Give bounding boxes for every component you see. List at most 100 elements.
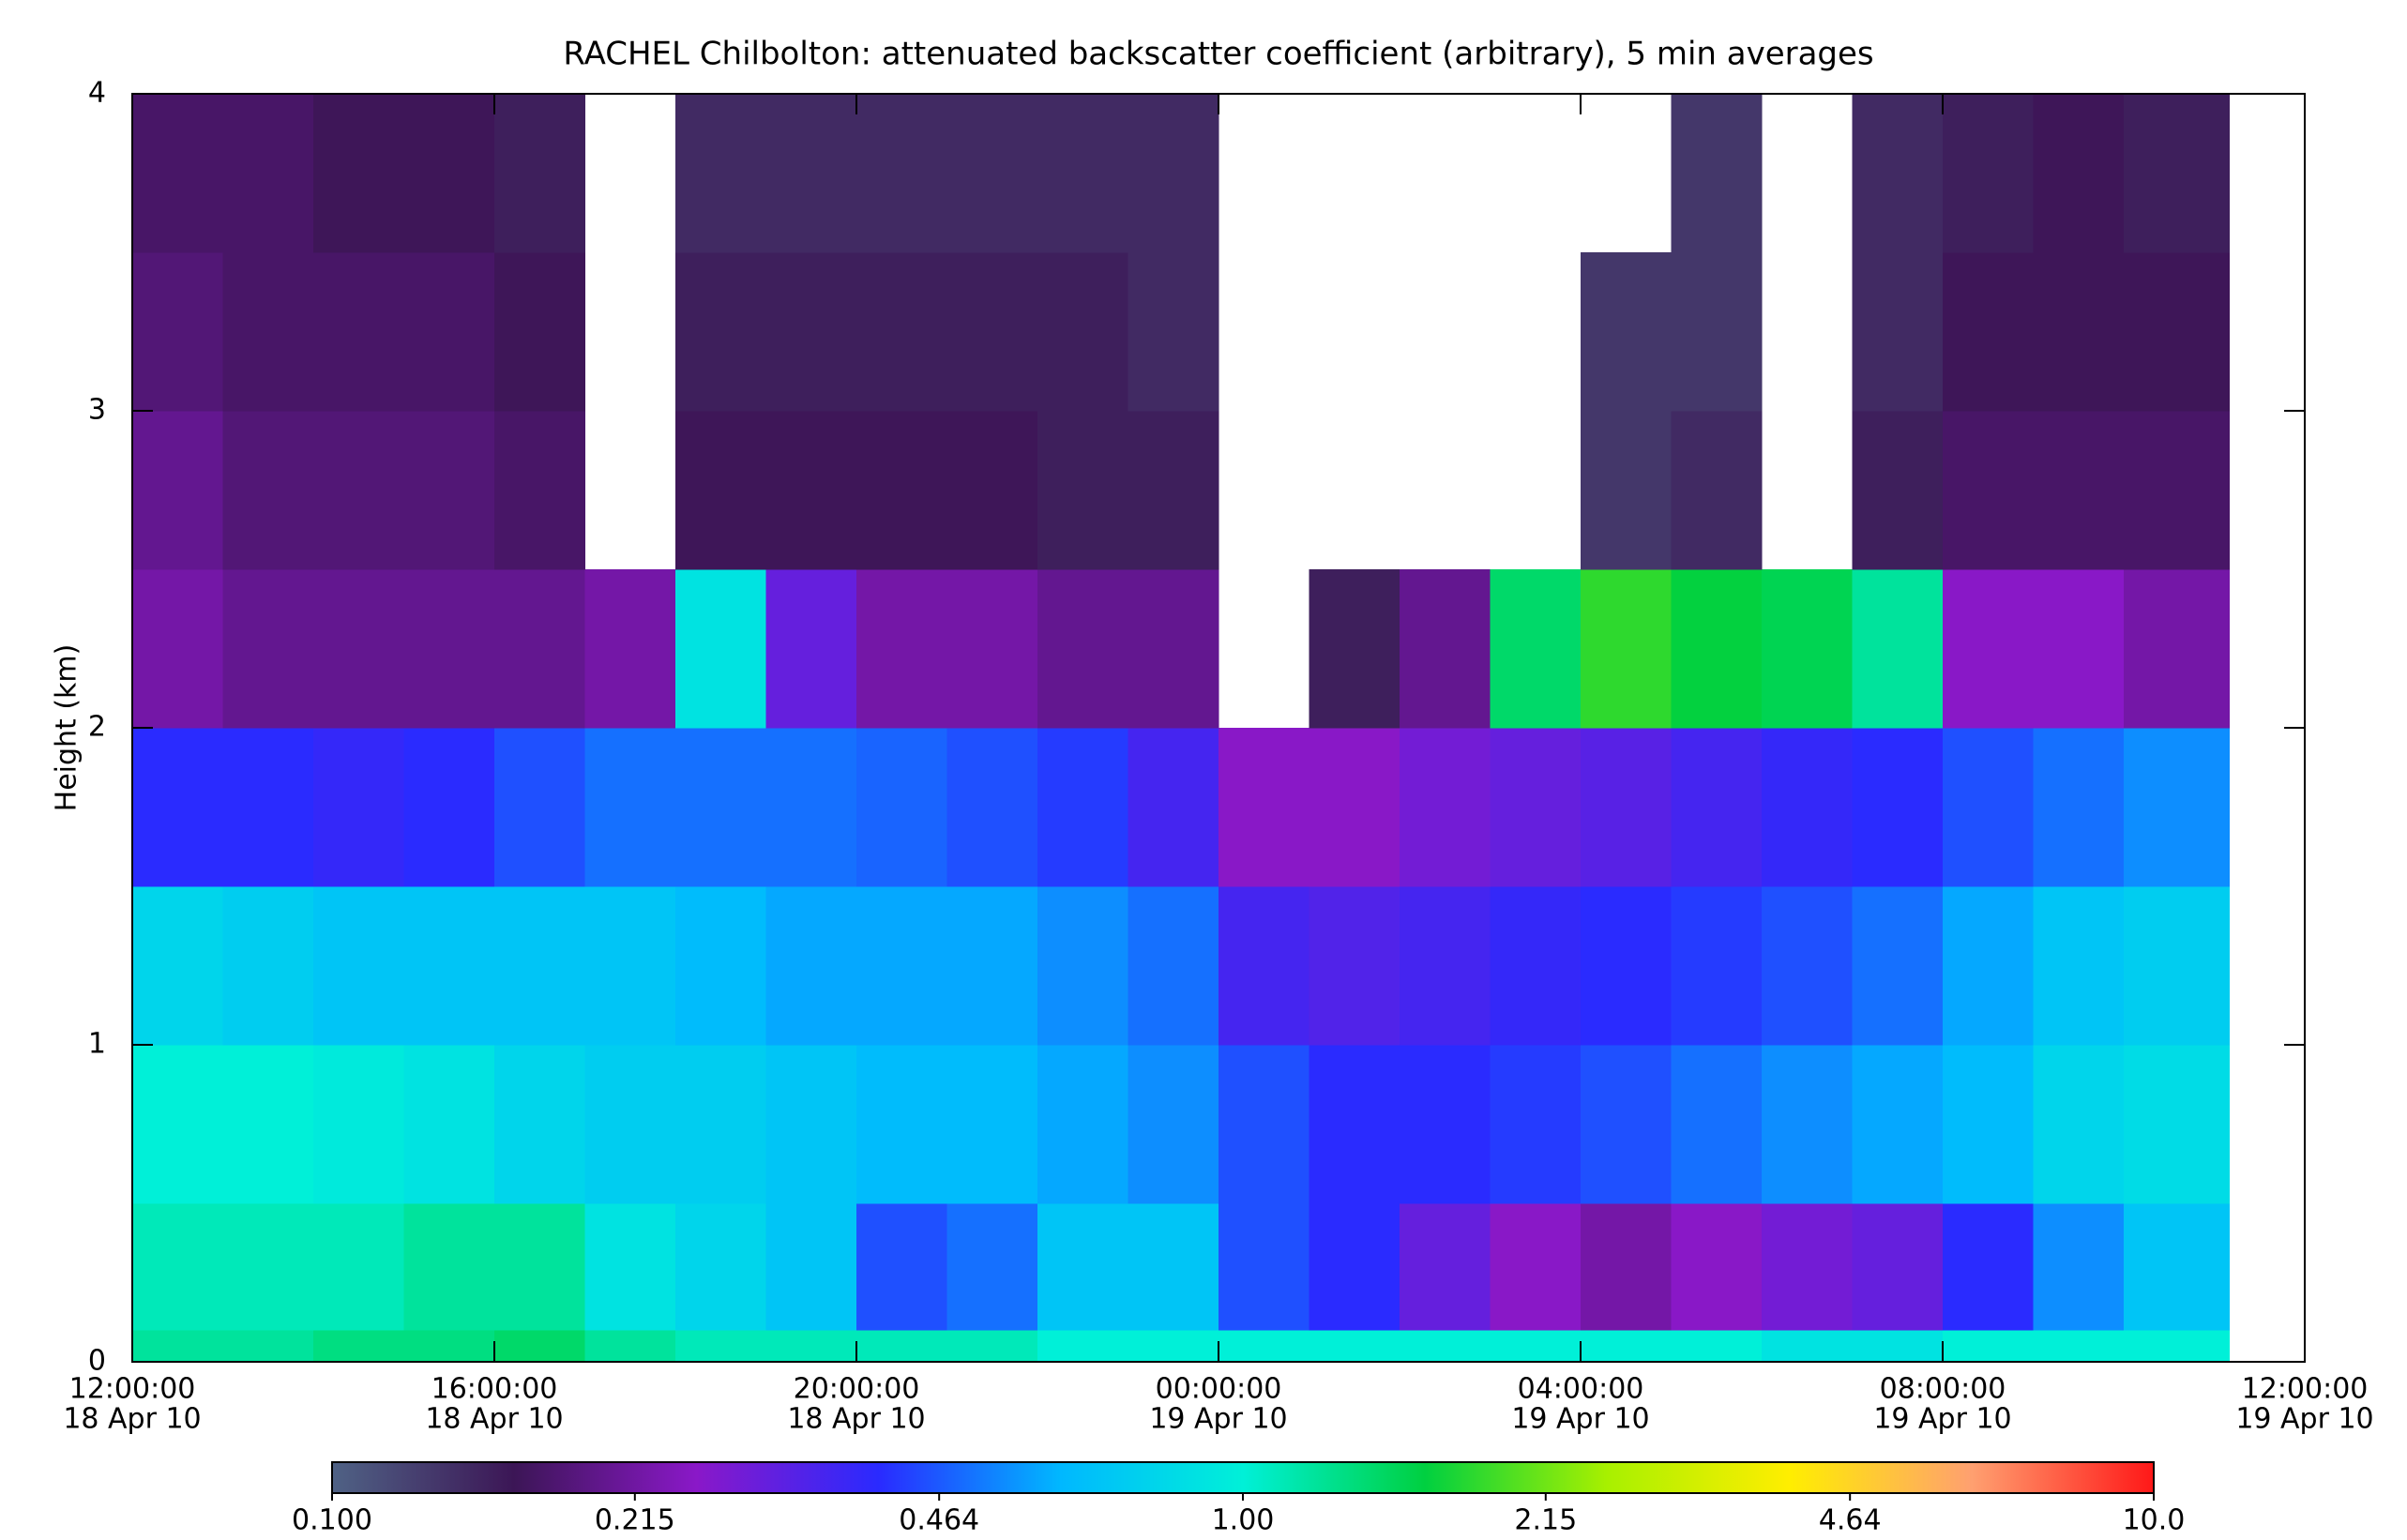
heatmap-cell	[2033, 886, 2125, 1046]
heatmap-cell	[313, 252, 404, 412]
heatmap-cell	[1309, 1330, 1400, 1363]
heatmap-cell	[1309, 728, 1400, 887]
heatmap-cell	[1852, 1330, 1944, 1363]
heatmap-cell	[1037, 1045, 1128, 1204]
heatmap-cell	[1037, 569, 1128, 729]
heatmap-cell	[222, 1203, 314, 1331]
heatmap-cell	[1581, 1203, 1672, 1331]
heatmap-cell	[2124, 728, 2231, 887]
heatmap-cell	[1490, 569, 1582, 729]
heatmap-cell	[494, 1203, 585, 1331]
heatmap-cell	[675, 1045, 766, 1204]
heatmap-cell	[222, 569, 314, 729]
heatmap-cell	[765, 728, 857, 887]
heatmap-cell	[1852, 886, 1944, 1046]
heatmap-cell	[946, 886, 1038, 1046]
x-tick-label: 19 Apr 10	[1149, 1403, 1287, 1436]
heatmap-cell	[222, 252, 314, 412]
heatmap-cell	[2033, 1330, 2125, 1363]
heatmap-cell	[1037, 252, 1128, 412]
heatmap-cell	[2124, 1330, 2231, 1363]
heatmap-cell	[494, 1330, 585, 1363]
heatmap-cell	[1852, 569, 1944, 729]
heatmap-cell	[856, 728, 947, 887]
heatmap-cell	[946, 252, 1038, 412]
heatmap-cell	[1309, 1203, 1400, 1331]
x-tick-label: 08:00:00	[1880, 1373, 2006, 1406]
heatmap-cell	[132, 94, 223, 253]
y-tick-label: 1	[88, 1028, 106, 1061]
heatmap-cell	[1219, 1045, 1309, 1204]
heatmap-cell	[675, 886, 766, 1046]
heatmap-cell	[1309, 886, 1400, 1046]
heatmap-cell	[494, 411, 585, 570]
heatmap-cell	[1128, 1330, 1219, 1363]
heatmap-cell	[1852, 728, 1944, 887]
heatmap-cell	[675, 411, 766, 570]
heatmap-cell	[494, 728, 585, 887]
heatmap-cell	[1671, 1330, 1763, 1363]
x-tick-label: 12:00:00	[69, 1373, 196, 1406]
heatmap-cell	[1128, 252, 1219, 412]
heatmap-cell	[1490, 1203, 1582, 1331]
heatmap-cell	[946, 728, 1038, 887]
heatmap-cell	[313, 1203, 404, 1331]
heatmap-cell	[1581, 411, 1672, 570]
heatmap-cell	[313, 1330, 404, 1363]
heatmap-cell	[856, 411, 947, 570]
heatmap-cell	[584, 1045, 676, 1204]
chart-title: RACHEL Chilbolton: attenuated backscatte…	[563, 36, 1873, 73]
heatmap-cell	[1581, 252, 1672, 412]
heatmap-cell	[313, 728, 404, 887]
colorbar-tick-label: 4.64	[1819, 1504, 1882, 1537]
heatmap-cell	[1762, 728, 1853, 887]
heatmap-cell	[1762, 1203, 1853, 1331]
y-tick-label: 3	[88, 394, 106, 427]
heatmap-cell	[1037, 1330, 1128, 1363]
heatmap-cell	[1852, 94, 1944, 253]
heatmap-cell	[132, 1330, 223, 1363]
heatmap-cell	[765, 1330, 857, 1363]
x-tick-label: 20:00:00	[794, 1373, 920, 1406]
heatmap-cell	[222, 886, 314, 1046]
heatmap-cell	[132, 252, 223, 412]
x-tick-label: 18 Apr 10	[787, 1403, 925, 1436]
heatmap-cell	[765, 252, 857, 412]
heatmap-cell	[1852, 1045, 1944, 1204]
colorbar-tick-label: 0.100	[292, 1504, 372, 1537]
heatmap	[132, 94, 2231, 1363]
heatmap-cell	[1128, 569, 1219, 729]
heatmap-cell	[2033, 94, 2125, 253]
heatmap-cell	[1671, 94, 1763, 253]
heatmap-cell	[2033, 1203, 2125, 1331]
heatmap-cell	[2124, 252, 2231, 412]
heatmap-cell	[2124, 94, 2231, 253]
heatmap-cell	[1400, 1045, 1491, 1204]
heatmap-cell	[403, 411, 495, 570]
heatmap-cell	[403, 886, 495, 1046]
heatmap-cell	[313, 886, 404, 1046]
heatmap-cell	[1219, 886, 1309, 1046]
heatmap-cell	[403, 252, 495, 412]
heatmap-cell	[2124, 411, 2231, 570]
heatmap-cell	[2033, 252, 2125, 412]
x-tick-label: 16:00:00	[431, 1373, 558, 1406]
heatmap-cell	[765, 1203, 857, 1331]
heatmap-cell	[856, 1203, 947, 1331]
heatmap-cell	[1400, 1330, 1491, 1363]
heatmap-cell	[1490, 886, 1582, 1046]
heatmap-cell	[1581, 886, 1672, 1046]
heatmap-cell	[1581, 569, 1672, 729]
heatmap-cell	[675, 569, 766, 729]
heatmap-cell	[1037, 411, 1128, 570]
heatmap-cell	[946, 411, 1038, 570]
x-tick-label: 19 Apr 10	[1511, 1403, 1649, 1436]
heatmap-cell	[222, 94, 314, 253]
heatmap-cell	[1671, 886, 1763, 1046]
y-tick-label: 4	[88, 77, 106, 110]
x-tick-label: 12:00:00	[2242, 1373, 2369, 1406]
x-tick-label: 18 Apr 10	[425, 1403, 563, 1436]
y-tick-label: 2	[88, 711, 106, 744]
colorbar-tick-label: 10.0	[2123, 1504, 2186, 1537]
